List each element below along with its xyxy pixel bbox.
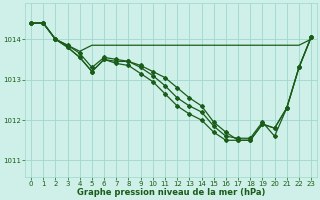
X-axis label: Graphe pression niveau de la mer (hPa): Graphe pression niveau de la mer (hPa) [77,188,265,197]
